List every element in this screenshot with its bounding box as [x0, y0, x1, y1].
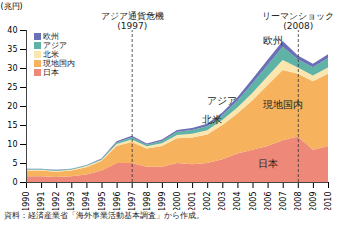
svg-text:25: 25 — [7, 83, 17, 92]
svg-text:1994: 1994 — [82, 192, 91, 211]
html-text:日本: 日本 — [43, 68, 59, 77]
html-text:北米: 北米 — [43, 50, 59, 59]
svg-text:日本: 日本 — [258, 158, 278, 169]
svg-text:2008: 2008 — [294, 192, 303, 211]
svg-text:1995: 1995 — [98, 192, 107, 211]
svg-text:2004: 2004 — [233, 192, 242, 211]
svg-text:現地国内: 現地国内 — [263, 99, 303, 110]
svg-text:欧州: 欧州 — [263, 35, 283, 46]
svg-text:2009: 2009 — [309, 192, 318, 211]
svg-text:15: 15 — [7, 121, 17, 130]
svg-text:1990: 1990 — [22, 192, 31, 211]
html-text:アジア: アジア — [43, 41, 67, 50]
svg-text:1996: 1996 — [113, 192, 122, 211]
svg-text:40: 40 — [7, 26, 17, 35]
svg-text:北米: 北米 — [202, 114, 222, 125]
svg-text:2007: 2007 — [279, 192, 288, 211]
svg-text:(2008): (2008) — [283, 21, 313, 31]
svg-text:35: 35 — [7, 45, 17, 54]
svg-text:5: 5 — [12, 159, 17, 168]
svg-text:2002: 2002 — [203, 192, 212, 211]
svg-text:2001: 2001 — [188, 192, 197, 211]
svg-text:2003: 2003 — [218, 192, 227, 211]
svg-text:2006: 2006 — [264, 192, 273, 211]
svg-text:1993: 1993 — [67, 192, 76, 211]
svg-text:20: 20 — [7, 102, 17, 111]
svg-text:30: 30 — [7, 64, 17, 73]
svg-text:10: 10 — [7, 140, 17, 149]
svg-text:アジア: アジア — [207, 95, 237, 106]
svg-text:0: 0 — [12, 178, 17, 187]
html-text:現地国内: 現地国内 — [43, 59, 75, 68]
html-text:欧州: 欧州 — [43, 32, 59, 41]
svg-text:リーマンショック: リーマンショック — [262, 11, 334, 21]
svg-text:2010: 2010 — [324, 192, 333, 211]
svg-text:1999: 1999 — [158, 192, 167, 211]
svg-text:1992: 1992 — [52, 192, 61, 211]
svg-text:2000: 2000 — [173, 192, 182, 211]
svg-text:(兆円): (兆円) — [1, 2, 23, 11]
svg-text:1991: 1991 — [37, 192, 46, 211]
svg-text:1998: 1998 — [143, 192, 152, 211]
svg-text:アジア通貨危機: アジア通貨危機 — [101, 11, 164, 21]
svg-text:1997: 1997 — [128, 192, 137, 211]
html-text:資料：経済産業省「海外事業活動基本調査」から作成。: 資料：経済産業省「海外事業活動基本調査」から作成。 — [4, 211, 204, 220]
svg-text:(1997): (1997) — [117, 21, 147, 31]
svg-text:2005: 2005 — [249, 192, 258, 211]
